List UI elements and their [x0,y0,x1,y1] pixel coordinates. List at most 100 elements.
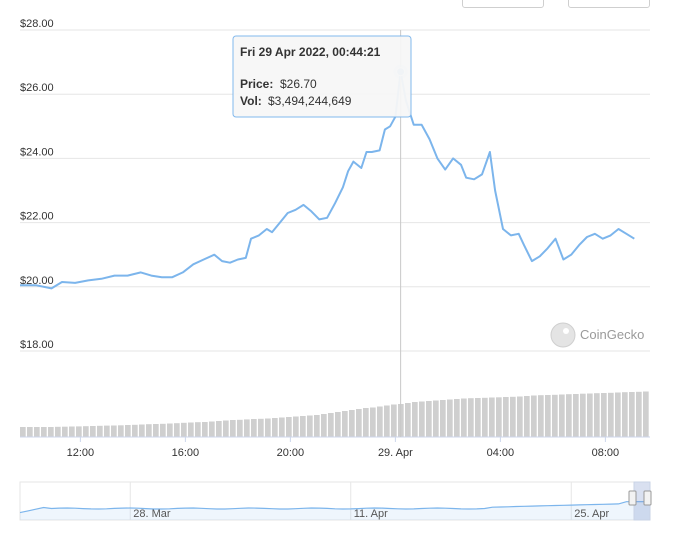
tooltip-date: Fri 29 Apr 2022, 00:44:21 [240,45,381,59]
volume-bar [328,413,334,437]
navigator[interactable]: 28. Mar 11. Apr 25. Apr [19,481,652,521]
volume-bar [454,399,460,437]
volume-bar [468,398,474,437]
volume-bar [524,396,530,437]
volume-bar [293,416,299,437]
navigator-ticks: 28. Mar 11. Apr 25. Apr [133,508,609,520]
volume-bar [475,398,481,437]
navigator-frame [19,481,651,521]
volume-bar [69,426,75,437]
volume-bar [111,425,117,437]
tooltip-box [232,35,412,118]
volume-bar [426,401,432,437]
volume-bar [412,402,418,437]
volume-bar [62,426,68,437]
volume-bar [279,417,285,437]
volume-bar [342,411,348,437]
volume-bar [629,392,635,437]
range-button-left[interactable] [462,0,544,8]
volume-bar [20,427,26,437]
coingecko-watermark: CoinGecko [550,322,644,348]
volume-bar [265,418,271,437]
volume-bar [216,421,222,437]
volume-bar [314,415,320,437]
range-button-right[interactable] [568,0,650,8]
price-line [20,70,635,290]
volume-bar [419,401,425,437]
volume-bar [244,419,250,437]
volume-bar [489,397,495,437]
volume-bars [20,391,650,438]
volume-bar [482,397,488,437]
volume-bar [496,397,502,437]
volume-bar [90,426,96,437]
volume-bar [433,400,439,437]
volume-bar [300,416,306,437]
y-tick-label: $28.00 [20,18,54,30]
navigator-tick-label: 11. Apr [354,508,388,520]
navigator-handle-left[interactable] [628,490,637,506]
volume-bar [615,392,621,437]
volume-bar [48,427,54,437]
grid-lines [20,29,650,352]
volume-bar [258,418,264,437]
tooltip-vol-value: $3,494,244,649 [268,94,352,108]
volume-bar [27,427,33,437]
volume-bar [41,427,47,437]
volume-bar [160,423,166,437]
volume-bar [146,424,152,437]
y-tick-label: $20.00 [20,275,54,287]
volume-bar [461,398,467,437]
volume-bar [97,425,103,437]
tooltip: Fri 29 Apr 2022, 00:44:21 Price: $26.70 … [232,35,412,118]
volume-bar [503,397,509,437]
volume-bar [405,403,411,437]
navigator-area [20,501,650,520]
volume-bar [391,404,397,437]
y-tick-label: $24.00 [20,146,54,158]
volume-bar [272,418,278,437]
x-tick-label: 16:00 [172,447,200,459]
navigator-tick-label: 25. Apr [574,508,609,520]
y-tick-label: $26.00 [20,82,54,94]
volume-bar [132,424,138,437]
volume-bar [538,395,544,437]
volume-bar [363,408,369,437]
volume-bar [440,400,446,437]
volume-bar [573,394,579,437]
volume-bar [118,425,124,437]
volume-bar [76,426,82,437]
volume-bar [622,392,628,437]
y-tick-label: $22.00 [20,211,54,223]
volume-bar [377,406,383,437]
volume-bar [286,417,292,437]
volume-bar [608,392,614,437]
volume-bar [447,399,453,437]
volume-bar [307,415,313,437]
volume-bar [580,393,586,437]
volume-bar [384,405,390,437]
volume-bar [517,396,523,437]
x-tick-label: 20:00 [277,447,305,459]
volume-bar [356,409,362,437]
volume-bar [230,420,236,437]
volume-bar [594,393,600,437]
volume-bar [237,419,243,437]
x-tick-label: 04:00 [487,447,515,459]
volume-bar [195,422,201,437]
volume-bar [335,412,341,437]
volume-bar [202,422,208,437]
volume-bar [209,421,215,437]
volume-bar [545,395,551,437]
volume-bar [139,424,145,437]
coingecko-logo-icon [550,322,576,348]
volume-bar [636,391,642,437]
volume-bar [601,393,607,437]
volume-bar [188,422,194,437]
navigator-handle-right[interactable] [643,490,652,506]
volume-bar [587,393,593,437]
volume-bar [153,424,159,437]
volume-bar [566,394,572,437]
